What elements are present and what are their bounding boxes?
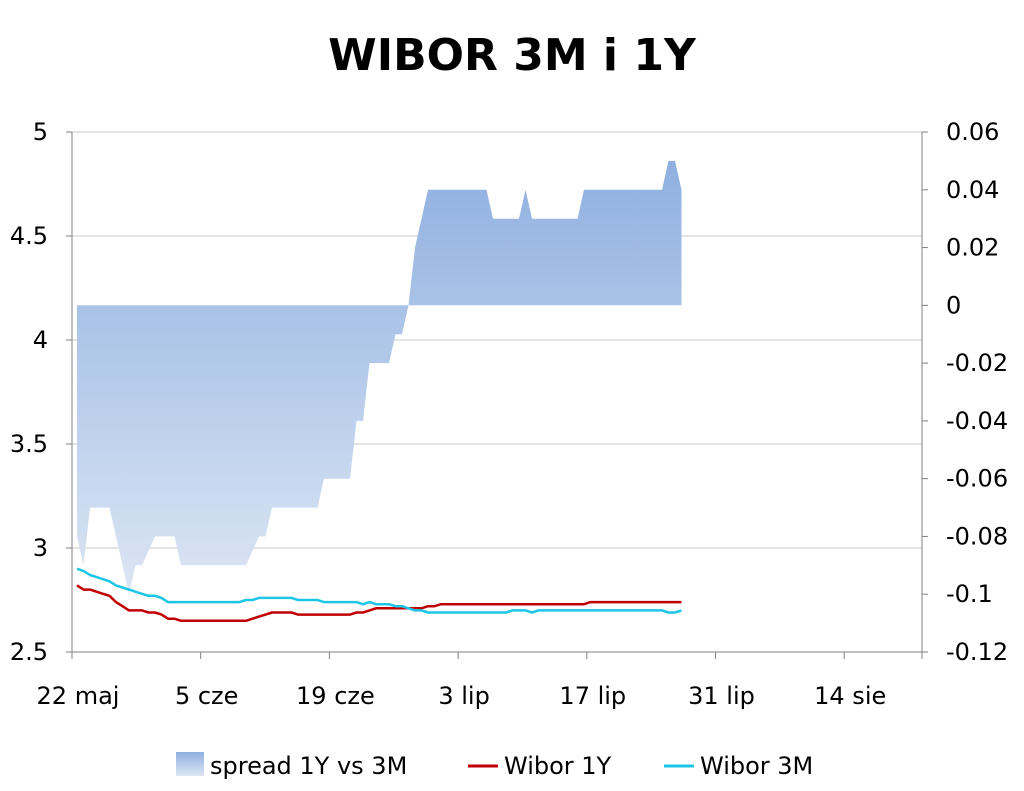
series-wibor-3m-line [76, 567, 682, 614]
y-left-tick-label-3: 4 [33, 326, 48, 354]
y-left-tick-label-0: 2.5 [10, 638, 48, 666]
y-right-tick-label-0: -0.12 [946, 638, 1008, 666]
y-left-tick-label-1: 3 [33, 534, 48, 562]
x-tick-label-1: 5 cze [175, 682, 238, 710]
y-right-tick-label-4: -0.04 [946, 407, 1008, 435]
y-right-tick-label-9: 0.06 [946, 118, 999, 146]
x-tick-label-4: 17 lip [559, 682, 626, 710]
spread-area-layer [77, 160, 682, 595]
x-tick-label-2: 19 cze [296, 682, 375, 710]
lines-layer [76, 567, 682, 623]
y-right-tick-label-2: -0.08 [946, 522, 1008, 550]
y-right-tick-label-8: 0.04 [946, 176, 999, 204]
y-right-tick-label-3: -0.06 [946, 465, 1008, 493]
y-right-tick-label-7: 0.02 [946, 234, 999, 262]
y-right-tick-label-6: 0 [946, 291, 961, 319]
x-tick-label-5: 31 lip [688, 682, 755, 710]
x-tick-label-3: 3 lip [438, 682, 489, 710]
y-left-tick-label-5: 5 [33, 118, 48, 146]
legend-label-wibor-3m: Wibor 3M [700, 752, 813, 780]
y-left-tick-label-2: 3.5 [10, 430, 48, 458]
legend-swatch-spread [176, 752, 204, 776]
chart-title: WIBOR 3M i 1Y [328, 30, 696, 81]
y-right-tick-label-1: -0.1 [946, 580, 993, 608]
legend-label-wibor-1y: Wibor 1Y [504, 752, 612, 780]
x-tick-label-0: 22 maj [37, 682, 120, 710]
legend: spread 1Y vs 3M Wibor 1Y Wibor 3M [176, 752, 813, 780]
series-wibor-1y-line [76, 584, 682, 623]
x-tick-label-6: 14 sie [814, 682, 886, 710]
y-right-tick-label-5: -0.02 [946, 349, 1008, 377]
series-spread-area [77, 160, 682, 595]
axes: 2.5 3 3.5 4 4.5 5 -0.12 -0.1 -0.08 -0.06 -0.04 -0.0… [10, 118, 1008, 710]
y-left-tick-label-4: 4.5 [10, 222, 48, 250]
legend-label-spread: spread 1Y vs 3M [210, 752, 407, 780]
